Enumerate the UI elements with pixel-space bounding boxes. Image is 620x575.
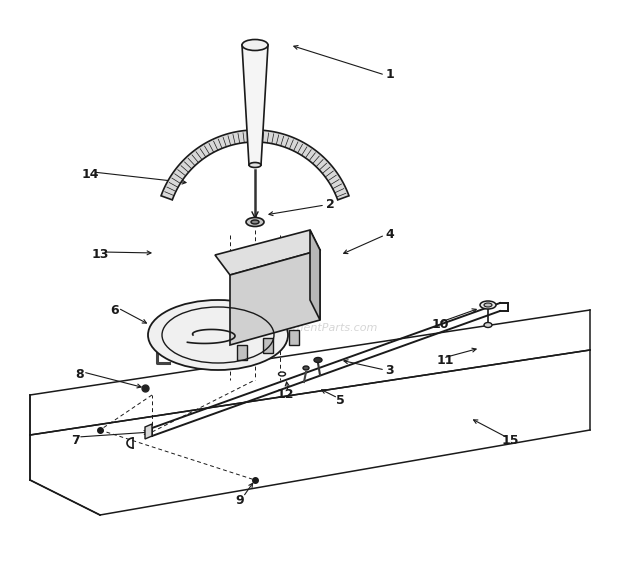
Ellipse shape: [314, 358, 322, 362]
Ellipse shape: [480, 301, 496, 309]
Text: 5: 5: [335, 393, 344, 407]
Ellipse shape: [242, 40, 268, 51]
Text: 4: 4: [386, 228, 394, 242]
Text: 14: 14: [81, 168, 99, 182]
Text: 9: 9: [236, 493, 244, 507]
Polygon shape: [242, 45, 268, 165]
Text: 13: 13: [91, 248, 108, 262]
Polygon shape: [215, 230, 320, 275]
Text: 6: 6: [111, 304, 119, 316]
Text: 1: 1: [386, 68, 394, 82]
Ellipse shape: [249, 163, 261, 167]
Text: 3: 3: [386, 363, 394, 377]
Polygon shape: [310, 230, 320, 320]
Text: eReplacementParts.com: eReplacementParts.com: [242, 323, 378, 333]
Text: 8: 8: [76, 369, 84, 381]
Text: 7: 7: [71, 434, 79, 447]
Ellipse shape: [303, 366, 309, 370]
Text: 12: 12: [277, 389, 294, 401]
Ellipse shape: [484, 323, 492, 328]
Ellipse shape: [484, 303, 492, 307]
Ellipse shape: [251, 220, 259, 224]
Polygon shape: [161, 130, 349, 200]
Ellipse shape: [278, 372, 285, 376]
Polygon shape: [230, 250, 320, 345]
Text: 10: 10: [432, 319, 449, 332]
Polygon shape: [145, 424, 152, 439]
Text: 15: 15: [501, 434, 519, 447]
Ellipse shape: [246, 217, 264, 227]
Polygon shape: [263, 338, 273, 353]
Text: 11: 11: [436, 354, 454, 366]
Polygon shape: [289, 330, 299, 345]
Text: 2: 2: [326, 198, 334, 212]
Polygon shape: [237, 345, 247, 360]
Ellipse shape: [148, 300, 288, 370]
